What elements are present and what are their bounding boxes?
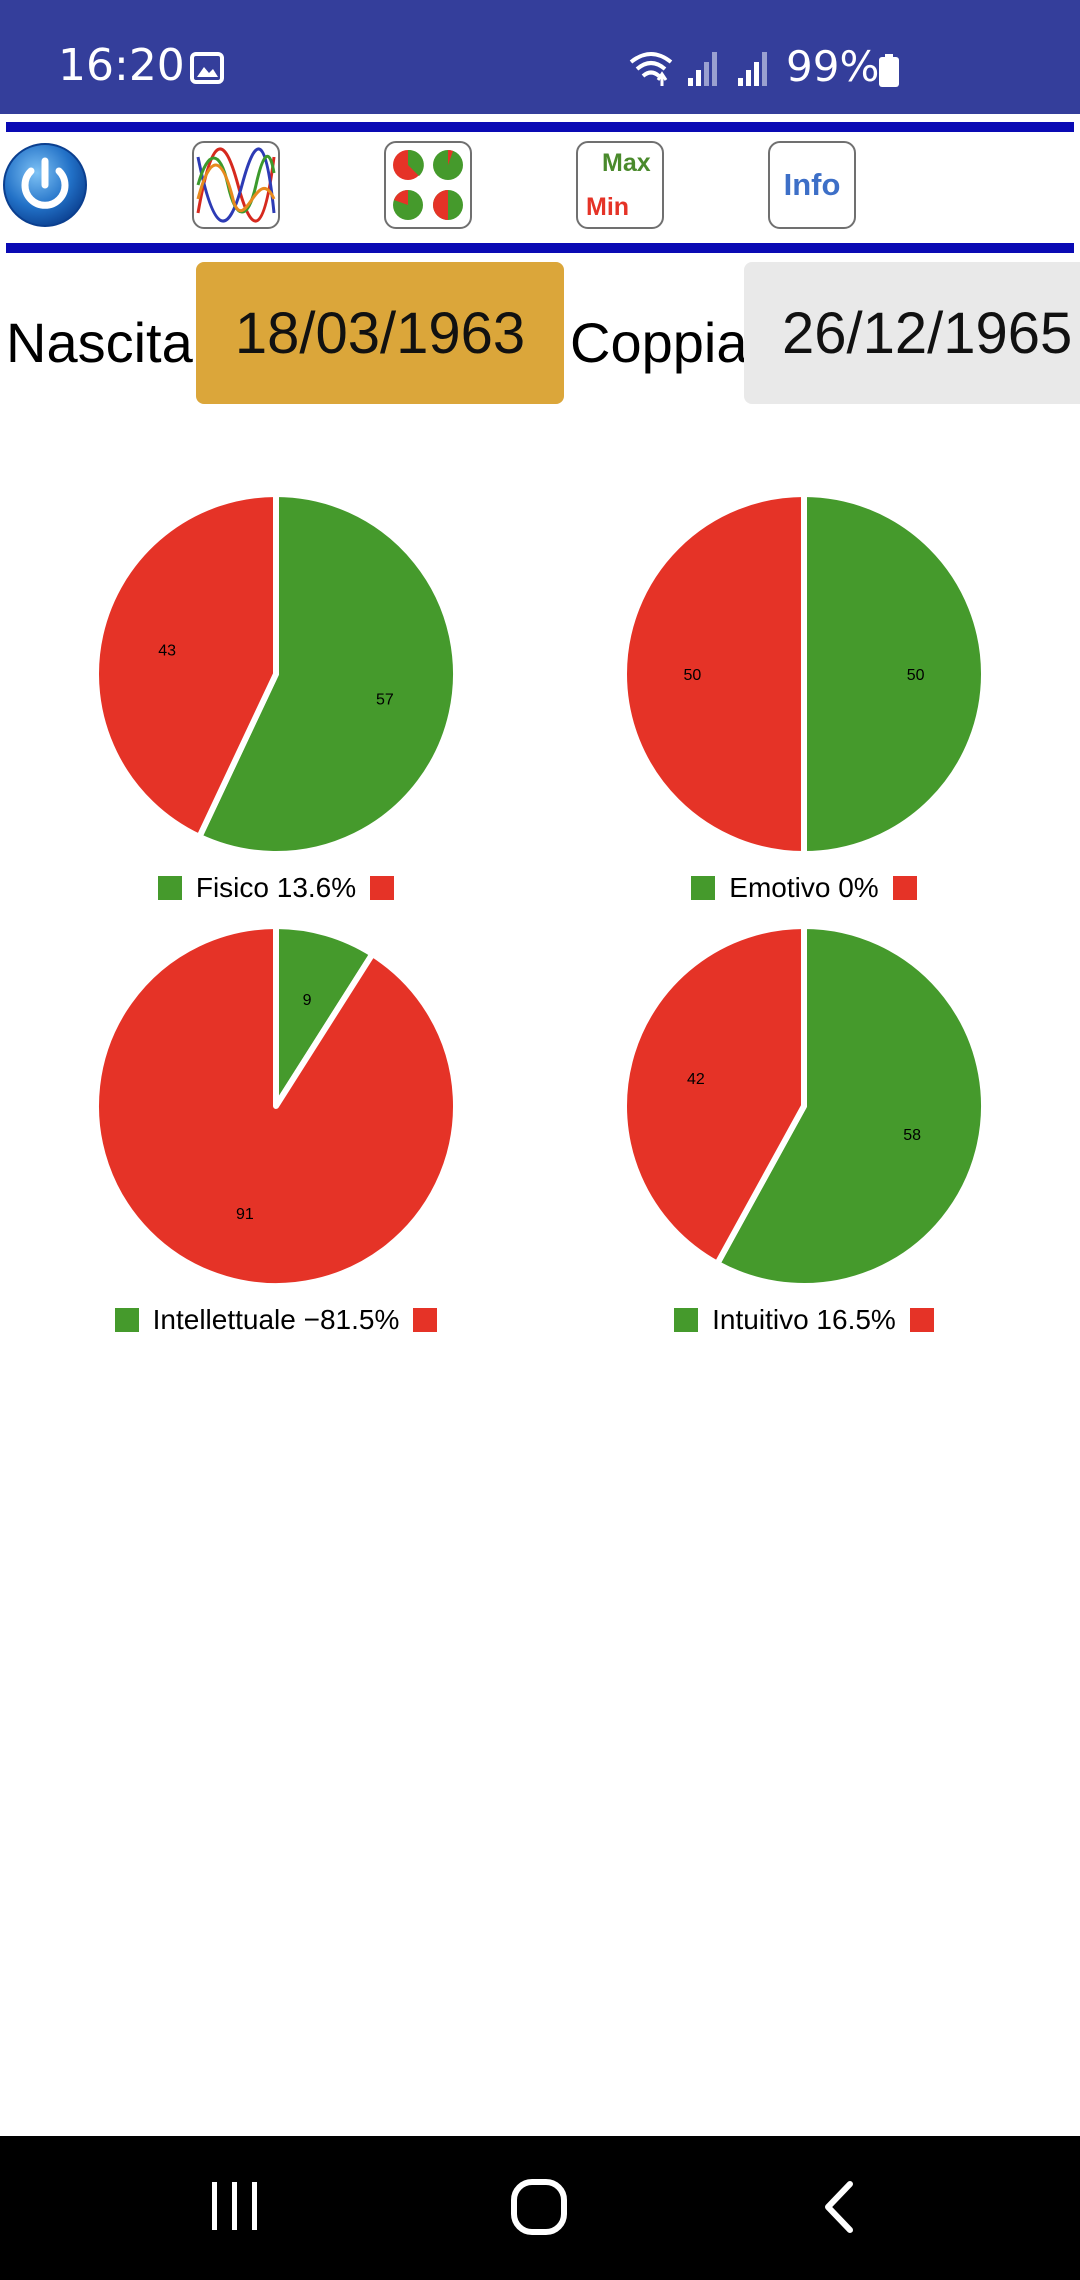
sine-waves-icon: [196, 147, 276, 223]
pie-charts-button[interactable]: [384, 141, 472, 229]
max-min-button[interactable]: Max Min: [576, 141, 664, 229]
info-label: Info: [783, 167, 841, 202]
biorhythm-chart-button[interactable]: [192, 141, 280, 229]
pie-slice: [621, 923, 807, 1267]
chart-legend: Intuitivo 16.5%: [534, 1300, 1074, 1340]
pie-slice: [801, 491, 987, 857]
pie-chart-intellettuale: 9 91 Intellettuale −81.5%: [6, 922, 546, 1352]
pie-slice: [93, 923, 459, 1289]
partner-date-label: Coppia: [570, 311, 748, 374]
chart-legend: Fisico 13.6%: [6, 868, 546, 908]
pie-chart-intuitivo: 58 42 Intuitivo 16.5%: [534, 922, 1074, 1352]
battery-icon: [879, 54, 899, 87]
pie-slice: [621, 491, 807, 857]
legend-swatch-green: [691, 876, 716, 900]
recent-apps-icon[interactable]: [210, 2180, 260, 2232]
chart-legend: Intellettuale −81.5%: [6, 1300, 546, 1340]
signal-icon: [688, 52, 717, 86]
navigation-bar: [0, 2136, 1080, 2280]
pie-slice-label: 58: [903, 1127, 921, 1144]
back-icon[interactable]: [822, 2180, 856, 2234]
legend-swatch-green: [157, 876, 182, 900]
min-label: Min: [586, 193, 630, 221]
legend-text: Fisico 13.6%: [195, 872, 357, 903]
info-button[interactable]: Info: [768, 141, 856, 229]
legend-swatch-green: [114, 1308, 139, 1332]
birth-date-field[interactable]: 18/03/1963: [196, 262, 564, 404]
pie-grid-icon: [393, 149, 463, 220]
pie-slice-label: 43: [158, 643, 176, 660]
pie-svg: 9 91: [93, 923, 459, 1289]
pie-slice-label: 57: [376, 691, 394, 708]
gallery-notification-icon: [190, 52, 224, 84]
legend-text: Intellettuale −81.5%: [152, 1304, 400, 1335]
toolbar-bottom-rule: [6, 243, 1074, 253]
pie-svg: 50 50: [621, 491, 987, 857]
wifi-icon: [629, 52, 673, 86]
pie-slice: [196, 491, 459, 857]
dates-row: Nascita 18/03/1963 Coppia 26/12/1965: [0, 262, 1080, 404]
pie-slice-label: 50: [684, 667, 702, 684]
legend-text: Intuitivo 16.5%: [712, 1304, 896, 1335]
pie-slice: [714, 923, 987, 1289]
chart-legend: Emotivo 0%: [534, 868, 1074, 908]
pie-slice-label: 9: [303, 992, 312, 1009]
pie-slice-label: 42: [687, 1071, 705, 1088]
pie-chart-fisico: 57 43 Fisico 13.6%: [6, 490, 546, 920]
birth-date-label: Nascita: [6, 311, 193, 374]
pie-svg: 57 43: [93, 491, 459, 857]
signal-icon-2: [738, 52, 767, 86]
legend-swatch-red: [909, 1308, 934, 1332]
legend-text: Emotivo 0%: [729, 872, 879, 903]
pie-slice-label: 91: [236, 1206, 254, 1223]
status-time: 16:20: [58, 40, 185, 91]
partner-date-field[interactable]: 26/12/1965: [744, 262, 1080, 404]
pie-chart-emotivo: 50 50 Emotivo 0%: [534, 490, 1074, 920]
legend-swatch-green: [674, 1308, 699, 1332]
pie-slice: [93, 491, 279, 840]
status-bar: 16:20 99%: [0, 0, 1080, 114]
power-button[interactable]: [2, 141, 88, 229]
legend-swatch-red: [892, 876, 917, 900]
pie-svg: 58 42: [621, 923, 987, 1289]
legend-swatch-red: [370, 876, 395, 900]
toolbar-top-rule: [6, 122, 1074, 132]
home-icon[interactable]: [510, 2178, 568, 2236]
pie-slice-label: 50: [907, 667, 925, 684]
legend-swatch-red: [413, 1308, 438, 1332]
battery-percentage: 99%: [786, 42, 880, 91]
pie-slice: [273, 923, 376, 1109]
max-label: Max: [602, 149, 651, 177]
